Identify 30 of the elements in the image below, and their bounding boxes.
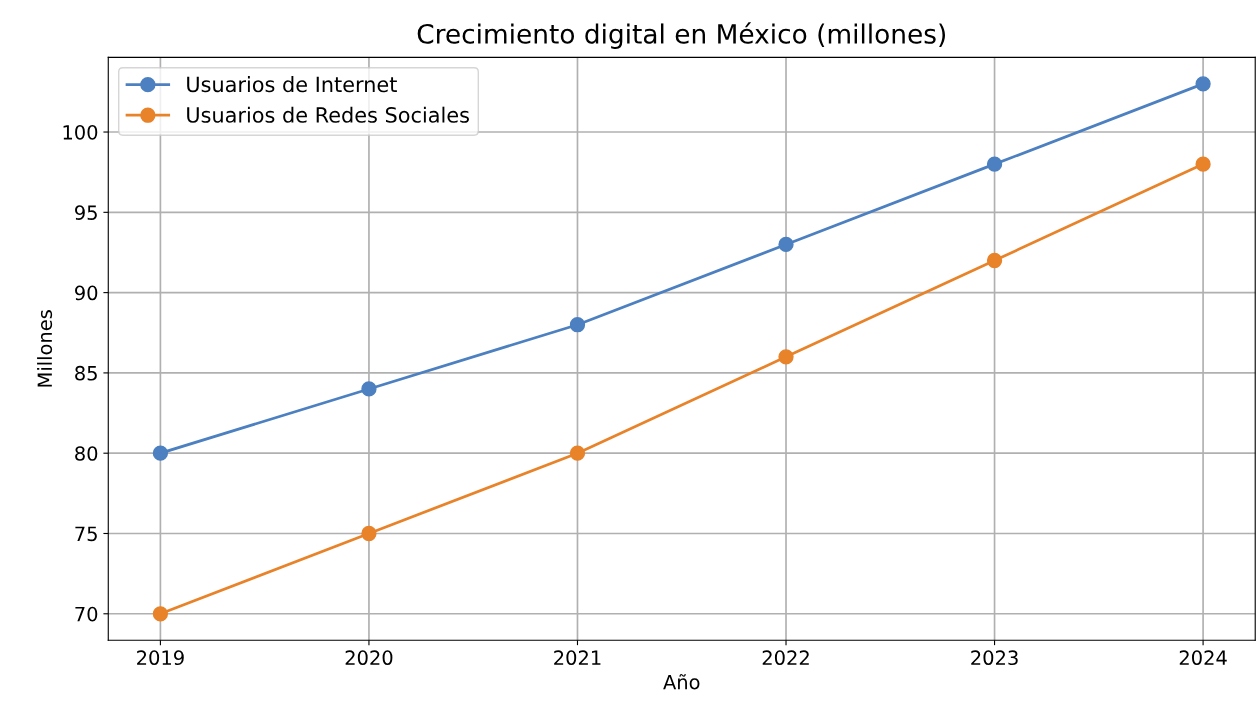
y-axis-title: Millones	[37, 310, 53, 387]
y-tick-label: 100	[63, 124, 98, 140]
point	[152, 606, 169, 622]
point	[361, 381, 377, 397]
point	[1195, 76, 1211, 92]
point	[986, 252, 1003, 269]
y-tick-label: 80	[75, 446, 98, 461]
legend-label: Usuarios de Redes Sociales	[187, 106, 469, 123]
point	[569, 445, 586, 461]
point	[152, 445, 169, 461]
chart-title: Crecimiento digital en México (millones)	[417, 22, 946, 49]
y-tick-label: 90	[75, 285, 98, 301]
y-tick-label: 95	[75, 205, 97, 220]
point	[778, 236, 794, 253]
x-tick-label: 2023	[971, 650, 1018, 666]
point	[1195, 156, 1211, 172]
x-tick-label: 2024	[1179, 650, 1227, 666]
x-axis-title: Año	[663, 674, 700, 690]
point	[986, 156, 1003, 172]
x-tick-label: 2020	[345, 650, 393, 666]
y-tick-label: 70	[75, 606, 98, 622]
x-tick-label: 2022	[762, 650, 809, 666]
point	[361, 525, 377, 542]
y-tick-label: 85	[75, 365, 97, 381]
point	[569, 317, 586, 333]
x-tick-label: 2019	[137, 650, 184, 666]
point	[778, 349, 794, 365]
legend-label: Usuarios de Internet	[187, 76, 397, 93]
x-tick-label: 2021	[554, 650, 601, 666]
y-tick-label: 75	[75, 526, 97, 542]
